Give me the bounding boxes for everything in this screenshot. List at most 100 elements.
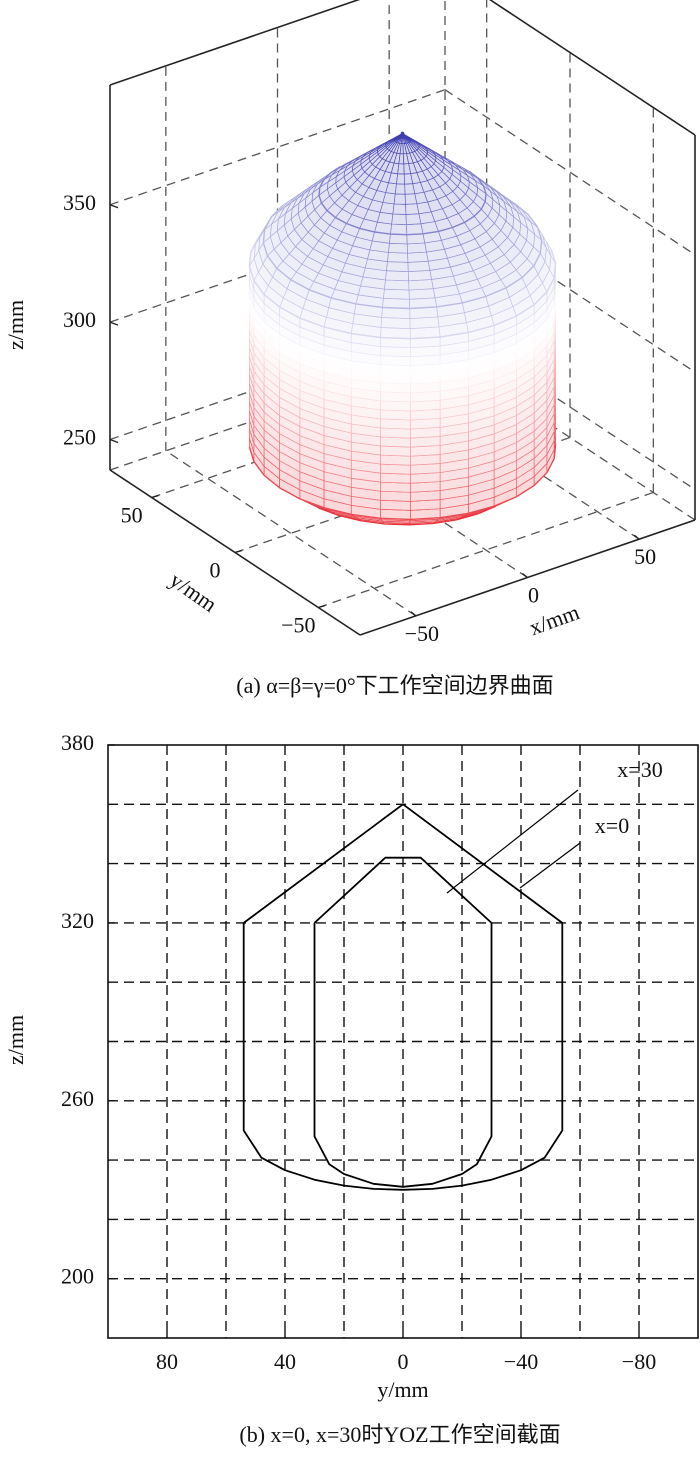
- chart-b: 80 40 0 −40 −80 200 260 320 380: [61, 730, 699, 1374]
- grid-line: [165, 450, 417, 617]
- mesh-face: [390, 223, 408, 236]
- tick-mark: [633, 534, 640, 540]
- mesh-face: [380, 382, 411, 394]
- y-tick-label: 380: [61, 730, 94, 755]
- mesh-face: [406, 233, 426, 245]
- mesh-face: [385, 270, 410, 282]
- mesh-face: [381, 307, 411, 319]
- mesh-face: [377, 211, 394, 225]
- x-tick-label: 0: [528, 583, 539, 608]
- tick-mark: [151, 494, 159, 499]
- mesh-face: [380, 463, 411, 475]
- y-tick-label: 50: [121, 503, 143, 528]
- tick-mark: [109, 204, 119, 209]
- y-tick-label: −50: [281, 613, 315, 638]
- tick-mark: [318, 604, 326, 609]
- mesh-face: [407, 270, 432, 282]
- z-axis-label: z/mm: [3, 300, 28, 350]
- x-tick-label: 50: [634, 544, 656, 569]
- grid-line: [388, 373, 640, 540]
- mesh-face: [380, 364, 411, 376]
- mesh-face: [380, 481, 411, 493]
- mesh-face: [380, 490, 411, 502]
- tick-mark: [109, 321, 119, 326]
- mesh-face: [380, 436, 411, 448]
- mesh-face: [408, 288, 436, 300]
- box-edge: [109, 0, 361, 86]
- x-tick-label: −50: [405, 621, 439, 646]
- surface-ring: [248, 237, 557, 340]
- mesh-face: [402, 133, 411, 139]
- mesh-face: [380, 317, 411, 329]
- leader-line: [519, 842, 581, 889]
- x-tick-label: −80: [622, 1349, 656, 1374]
- mesh-face: [387, 252, 409, 263]
- grid-line: [277, 411, 528, 579]
- mesh-face: [392, 203, 407, 215]
- mesh-face: [386, 261, 409, 272]
- mesh-face: [389, 233, 408, 245]
- surface-ring: [248, 444, 557, 521]
- x-tick-label: −40: [504, 1349, 538, 1374]
- series-line: [313, 856, 493, 1188]
- mesh-face: [409, 316, 440, 329]
- tick-mark: [234, 549, 243, 554]
- z-tick-label: 300: [63, 307, 96, 332]
- mesh-face: [380, 355, 411, 367]
- tick-mark: [109, 438, 119, 444]
- mesh-face: [380, 373, 411, 385]
- mesh-face: [384, 279, 410, 291]
- mesh-face: [398, 153, 405, 165]
- mesh-face: [396, 173, 406, 185]
- mesh-face: [405, 213, 422, 225]
- surface-ring: [262, 202, 543, 310]
- z-tick-label: 250: [63, 425, 96, 450]
- series-label: x=30: [617, 757, 662, 782]
- mesh-face: [406, 242, 427, 254]
- mesh-face: [407, 251, 429, 263]
- caption-a: (a) α=β=γ=0°下工作空间边界曲面: [236, 673, 553, 698]
- mesh-face: [393, 193, 406, 205]
- mesh-face: [397, 163, 405, 175]
- y-tick-label: 200: [61, 1264, 94, 1289]
- caption-b: (b) x=0, x=30时YOZ工作空间截面: [239, 1422, 560, 1447]
- mesh-face: [380, 427, 411, 439]
- mesh-face: [407, 260, 431, 272]
- mesh-face: [408, 279, 434, 291]
- mesh-face: [380, 454, 411, 466]
- x-tick-label: 80: [156, 1349, 178, 1374]
- surface-apex: [400, 131, 405, 136]
- mesh-face: [380, 445, 411, 457]
- x-axis-label: y/mm: [377, 1377, 428, 1402]
- mesh-face: [380, 346, 411, 358]
- series-label: x=0: [595, 813, 629, 838]
- mesh-face: [383, 288, 410, 300]
- y-tick-label: 320: [61, 908, 94, 933]
- tick-mark: [522, 572, 528, 579]
- leader-line: [446, 789, 579, 894]
- mesh-face: [406, 223, 424, 236]
- y-tick-label: 0: [210, 558, 221, 583]
- box-edge: [489, 0, 696, 136]
- mesh-face: [380, 418, 411, 430]
- mesh-face: [379, 202, 395, 215]
- mesh-face: [380, 499, 411, 511]
- mesh-face: [394, 183, 406, 195]
- y-tick-label: 260: [61, 1086, 94, 1111]
- x-tick-label: 40: [274, 1349, 296, 1374]
- mesh-face: [380, 409, 411, 421]
- mesh-face: [380, 400, 411, 412]
- mesh-face: [380, 391, 411, 403]
- grid-line: [444, 89, 696, 256]
- surface-ring: [318, 505, 496, 526]
- y-axis-label: z/mm: [3, 1015, 28, 1065]
- z-tick-label: 350: [63, 190, 96, 215]
- series-line: [242, 803, 564, 1191]
- x-tick-label: 0: [398, 1349, 409, 1374]
- surface-ring: [318, 166, 487, 236]
- mesh-face: [388, 242, 408, 254]
- tick-mark: [410, 611, 417, 617]
- chart-a: 250 300 350 −50 0 50 −50 0 50: [63, 0, 696, 646]
- mesh-face: [391, 213, 407, 225]
